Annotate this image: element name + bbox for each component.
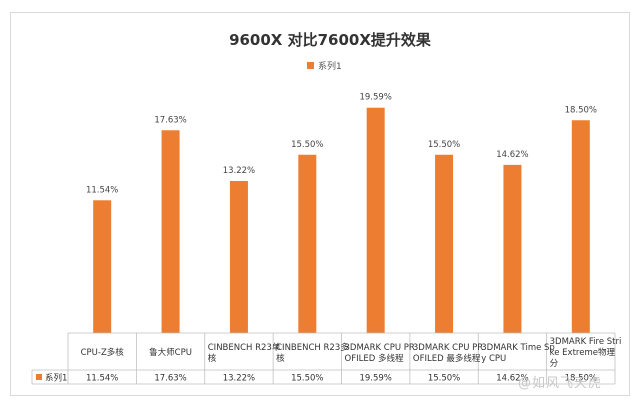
table-legend-swatch (36, 374, 42, 380)
bar (435, 154, 454, 333)
bar-data-label: 19.59% (359, 93, 391, 103)
bar-data-label: 18.50% (565, 105, 597, 115)
legend-swatch (307, 62, 314, 69)
bar-data-label: 15.50% (428, 140, 460, 150)
bar-data-label: 14.62% (496, 150, 528, 160)
category-label: 3DMARK CPU PR OFILED 多线程 (345, 343, 415, 364)
table-series-name: 系列1 (45, 373, 67, 384)
bar-data-label: 17.63% (154, 115, 186, 125)
table-value: 15.50% (428, 374, 460, 384)
legend: 系列1 (307, 60, 342, 72)
table-value: 11.54% (86, 374, 118, 384)
watermark: @如风飞天虎 (518, 376, 603, 391)
bar (229, 180, 248, 333)
bar-layer: 11.54% 17.63% 13.22% 15.50% 19.59% 15.50% 14.6… (86, 93, 597, 333)
table-value: 17.63% (154, 374, 186, 384)
bar (366, 107, 385, 333)
chart-frame (10, 12, 630, 396)
category-label: CINBENCH R23多核 (276, 342, 349, 364)
bar-data-label: 13.22% (223, 166, 255, 176)
table-value: 13.22% (223, 374, 255, 384)
bar-data-label: 11.54% (86, 185, 118, 195)
chart-title: 9600X 对比7600X提升效果 (229, 31, 432, 49)
category-label: CINBENCH R23单核 (208, 342, 281, 364)
category-label: 鲁大师CPU (149, 347, 192, 358)
category-label: CPU-Z多核 (81, 347, 125, 358)
bar (298, 154, 317, 333)
category-label: 3DMARK Time Sp y CPU (481, 343, 555, 364)
table-value: 19.59% (359, 374, 391, 384)
bar (571, 120, 590, 333)
legend-label: 系列1 (318, 60, 342, 72)
bar (93, 200, 112, 333)
bar (161, 130, 180, 333)
bar-data-label: 15.50% (291, 140, 323, 150)
table-value: 18.50% (565, 374, 597, 384)
table-value: 15.50% (291, 374, 323, 384)
category-label: 3DMARK CPU PR OFILED 最多线程 (413, 343, 483, 364)
bar (503, 164, 522, 333)
table-value: 14.62% (496, 374, 528, 384)
category-label: 3DMARK Fire Stri ke Extreme物理分 (550, 337, 622, 369)
